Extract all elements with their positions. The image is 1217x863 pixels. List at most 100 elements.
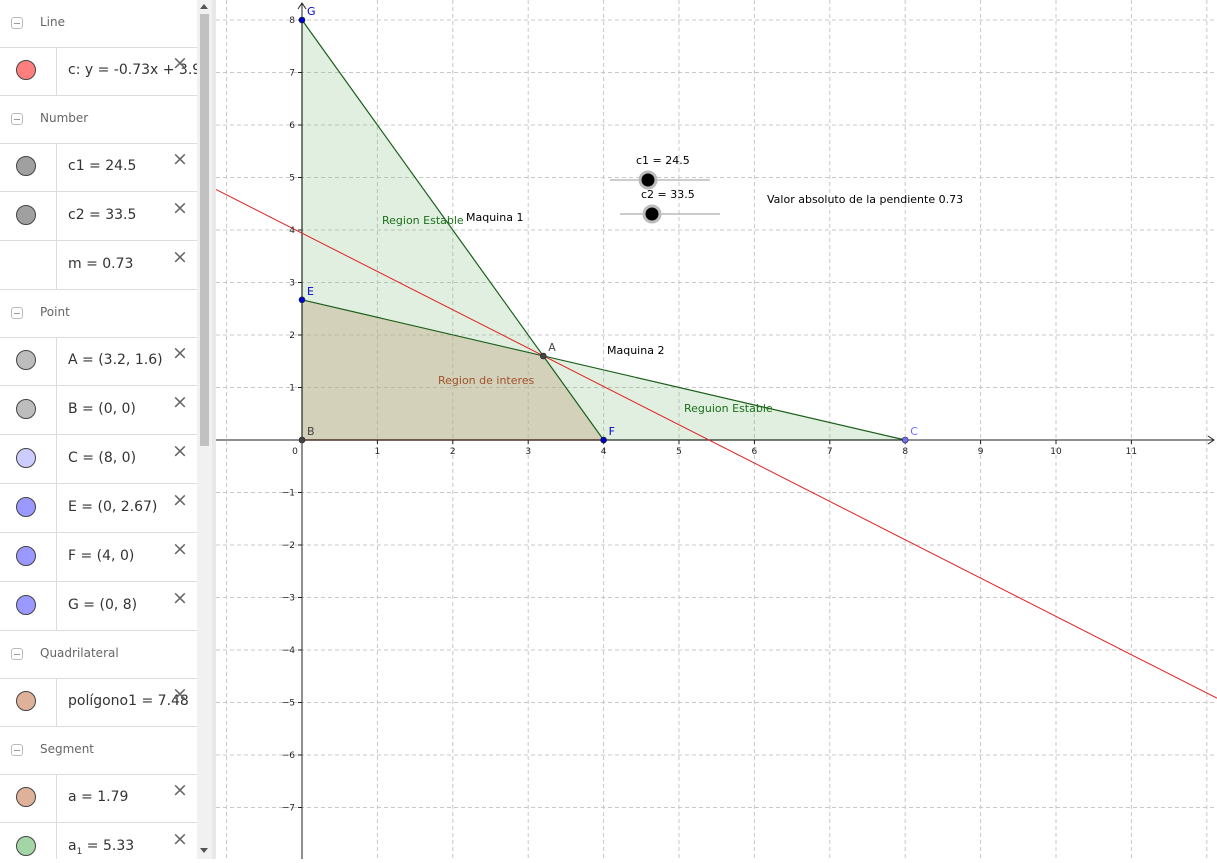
algebra-expression[interactable]: a1 = 5.33 bbox=[68, 838, 135, 857]
delete-icon[interactable] bbox=[172, 53, 188, 73]
algebra-expression[interactable]: B = (0, 0) bbox=[68, 401, 136, 417]
algebra-expression[interactable]: E = (0, 2.67) bbox=[68, 499, 158, 515]
visibility-toggle-icon[interactable] bbox=[16, 691, 36, 711]
visibility-toggle-icon[interactable] bbox=[16, 836, 36, 856]
point-f[interactable]: F bbox=[600, 425, 615, 444]
group-title: Line bbox=[40, 15, 66, 29]
collapse-toggle-icon[interactable] bbox=[11, 648, 23, 660]
line-c[interactable] bbox=[215, 188, 1217, 699]
y-tick-label: 5 bbox=[289, 174, 295, 184]
point-a[interactable]: A bbox=[539, 341, 556, 360]
delete-icon[interactable] bbox=[172, 829, 188, 849]
y-tick-label: −6 bbox=[282, 751, 296, 761]
x-tick-label: 1 bbox=[375, 447, 381, 457]
delete-icon[interactable] bbox=[172, 343, 188, 363]
algebra-expression[interactable]: A = (3.2, 1.6) bbox=[68, 352, 163, 368]
delete-icon[interactable] bbox=[172, 149, 188, 169]
slider-c1-handle[interactable] bbox=[638, 170, 658, 190]
label-pendiente: Valor absoluto de la pendiente 0.73 bbox=[767, 193, 963, 206]
algebra-row[interactable]: C = (8, 0) bbox=[0, 435, 197, 484]
point-b[interactable]: B bbox=[298, 425, 315, 444]
slider-c2[interactable]: c2 = 33.5 bbox=[620, 188, 720, 224]
y-tick-label: −5 bbox=[282, 699, 295, 709]
visibility-toggle-icon[interactable] bbox=[16, 787, 36, 807]
point-e[interactable]: E bbox=[298, 285, 314, 304]
polygons bbox=[301, 19, 906, 441]
algebra-expression[interactable]: c1 = 24.5 bbox=[68, 158, 137, 174]
algebra-row[interactable]: c1 = 24.5 bbox=[0, 143, 197, 192]
scroll-thumb[interactable] bbox=[200, 14, 209, 446]
label-region-interes: Region de interes bbox=[438, 374, 535, 387]
algebra-row[interactable]: G = (0, 8) bbox=[0, 582, 197, 631]
algebra-row[interactable]: F = (4, 0) bbox=[0, 533, 197, 582]
algebra-expression[interactable]: polígono1 = 7.48 bbox=[68, 693, 189, 709]
algebra-expression[interactable]: G = (0, 8) bbox=[68, 597, 138, 613]
visibility-toggle-icon[interactable] bbox=[16, 399, 36, 419]
collapse-toggle-icon[interactable] bbox=[11, 307, 23, 319]
algebra-expression[interactable]: a = 1.79 bbox=[68, 789, 129, 805]
segment-gf bbox=[301, 19, 605, 441]
visibility-toggle-icon[interactable] bbox=[16, 546, 36, 566]
algebra-expression[interactable]: c2 = 33.5 bbox=[68, 207, 137, 223]
algebra-expression[interactable]: F = (4, 0) bbox=[68, 548, 135, 564]
algebra-row[interactable]: E = (0, 2.67) bbox=[0, 484, 197, 533]
slider-c1[interactable]: c1 = 24.5 bbox=[610, 154, 710, 190]
algebra-expression[interactable]: c: y = -0.73x + 3.94 bbox=[68, 62, 197, 78]
visibility-toggle-icon[interactable] bbox=[16, 205, 36, 225]
algebra-expression[interactable]: m = 0.73 bbox=[68, 256, 134, 272]
delete-icon[interactable] bbox=[172, 441, 188, 461]
points[interactable]: A B C E F G bbox=[298, 5, 918, 444]
x-tick-label: 7 bbox=[827, 447, 833, 457]
delete-icon[interactable] bbox=[172, 780, 188, 800]
algebra-row[interactable]: c2 = 33.5 bbox=[0, 192, 197, 241]
sliders[interactable]: c1 = 24.5 c2 = 33.5 bbox=[610, 154, 720, 224]
visibility-toggle-icon[interactable] bbox=[16, 156, 36, 176]
point-g[interactable]: G bbox=[298, 5, 316, 24]
grid bbox=[216, 0, 1217, 859]
graphics-view[interactable]: 0 1 2 3 4 5 6 7 8 9 10 11 1 2 3 4 5 6 7 8 −1 −2 −3 −4 −5 −6 −7 Maq… bbox=[215, 0, 1217, 859]
x-tick-label: 9 bbox=[978, 447, 984, 457]
visibility-toggle-icon[interactable] bbox=[16, 595, 36, 615]
visibility-toggle-icon[interactable] bbox=[16, 60, 36, 80]
scroll-down-arrow-icon[interactable] bbox=[200, 848, 208, 853]
slider-c1-label: c1 = 24.5 bbox=[636, 154, 690, 167]
algebra-row[interactable]: c: y = -0.73x + 3.94 bbox=[0, 47, 197, 96]
point-label: E bbox=[307, 285, 314, 298]
delete-icon[interactable] bbox=[172, 684, 188, 704]
delete-icon[interactable] bbox=[172, 588, 188, 608]
x-tick-label: 11 bbox=[1126, 447, 1137, 457]
algebra-row[interactable]: m = 0.73 bbox=[0, 241, 197, 290]
visibility-toggle-icon[interactable] bbox=[16, 350, 36, 370]
label-maquina-1: Maquina 1 bbox=[466, 211, 523, 224]
collapse-toggle-icon[interactable] bbox=[11, 113, 23, 125]
algebra-scrollbar[interactable] bbox=[197, 0, 212, 859]
algebra-row[interactable]: B = (0, 0) bbox=[0, 386, 197, 435]
delete-icon[interactable] bbox=[172, 490, 188, 510]
x-tick-label: 3 bbox=[525, 447, 531, 457]
algebra-row[interactable]: polígono1 = 7.48 bbox=[0, 678, 197, 727]
visibility-toggle-icon[interactable] bbox=[16, 448, 36, 468]
visibility-toggle-icon[interactable] bbox=[16, 497, 36, 517]
delete-icon[interactable] bbox=[172, 392, 188, 412]
slider-c2-handle[interactable] bbox=[642, 204, 662, 224]
point-c[interactable]: C bbox=[901, 425, 918, 444]
delete-icon[interactable] bbox=[172, 198, 188, 218]
algebra-row[interactable]: a = 1.79 bbox=[0, 774, 197, 823]
algebra-row[interactable]: A = (3.2, 1.6) bbox=[0, 337, 197, 386]
view-divider[interactable] bbox=[212, 0, 216, 859]
x-tick-label: 10 bbox=[1050, 447, 1062, 457]
delete-icon[interactable] bbox=[172, 539, 188, 559]
collapse-toggle-icon[interactable] bbox=[11, 744, 23, 756]
point-label: G bbox=[307, 5, 316, 18]
collapse-toggle-icon[interactable] bbox=[11, 17, 23, 29]
point-label: A bbox=[548, 341, 556, 354]
group-title: Quadrilateral bbox=[40, 646, 119, 660]
x-tick-label: 8 bbox=[902, 447, 908, 457]
scroll-up-arrow-icon[interactable] bbox=[200, 4, 208, 9]
algebra-expression[interactable]: C = (8, 0) bbox=[68, 450, 137, 466]
algebra-row[interactable]: a1 = 5.33 bbox=[0, 823, 197, 859]
delete-icon[interactable] bbox=[172, 247, 188, 267]
x-tick-label: 0 bbox=[292, 447, 298, 457]
